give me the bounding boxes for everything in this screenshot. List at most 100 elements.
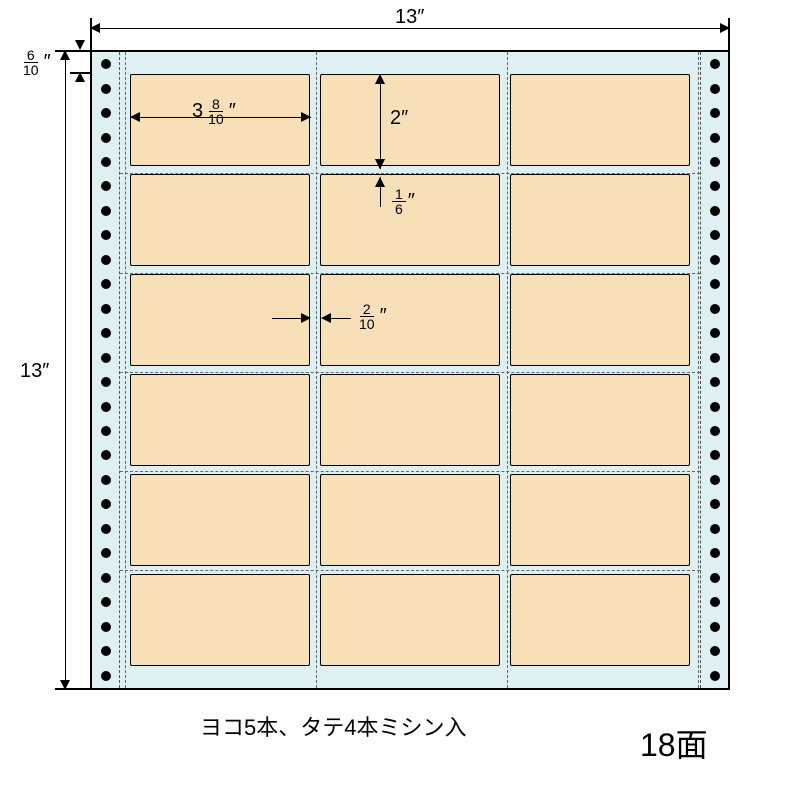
arrow-width-r bbox=[720, 23, 730, 33]
label-cell bbox=[510, 374, 690, 466]
perforation-hole bbox=[710, 573, 720, 583]
dim-label-width-ar bbox=[301, 112, 311, 122]
perforation-hole bbox=[710, 548, 720, 558]
perforation-hole bbox=[101, 524, 111, 534]
label-cell bbox=[510, 574, 690, 666]
label-cell bbox=[130, 174, 310, 266]
perforation-hole bbox=[710, 597, 720, 607]
perforation-hole bbox=[710, 304, 720, 314]
perforation-hole bbox=[101, 475, 111, 485]
label-cell bbox=[320, 474, 500, 566]
perforation-hole bbox=[710, 206, 720, 216]
perforation-hole bbox=[101, 499, 111, 509]
perforation-hole bbox=[710, 450, 720, 460]
perforation-hole bbox=[101, 157, 111, 167]
arrow-height-u bbox=[60, 50, 70, 60]
perforation-hole bbox=[101, 353, 111, 363]
perforation-hole bbox=[710, 671, 720, 681]
perforation-hole bbox=[710, 402, 720, 412]
perforation-hole bbox=[710, 84, 720, 94]
perforation-hole bbox=[101, 573, 111, 583]
perforation-hole bbox=[710, 108, 720, 118]
perforation-hole bbox=[710, 230, 720, 240]
label-cell bbox=[510, 174, 690, 266]
dim-label-width-text: 3810″ bbox=[192, 97, 236, 126]
perf-v bbox=[125, 52, 126, 688]
perforation-hole bbox=[101, 597, 111, 607]
perforation-hole bbox=[710, 426, 720, 436]
perforation-hole bbox=[101, 108, 111, 118]
dim-label-height-text: 2″ bbox=[390, 107, 408, 130]
perforation-hole bbox=[101, 402, 111, 412]
perforation-hole bbox=[101, 671, 111, 681]
perforation-hole bbox=[101, 206, 111, 216]
dim-height bbox=[65, 50, 66, 690]
perforation-strip-right bbox=[700, 52, 728, 688]
perforation-hole bbox=[710, 181, 720, 191]
label-sheet-diagram: 3810″ 2″ 16″ 210″ bbox=[90, 50, 730, 690]
label-cell bbox=[320, 74, 500, 166]
perforation-hole bbox=[101, 646, 111, 656]
dim-label-height bbox=[380, 74, 381, 169]
perforation-hole bbox=[101, 548, 111, 558]
rowgap-text: 16″ bbox=[390, 187, 415, 216]
dim-label-width-al bbox=[130, 112, 140, 122]
perforation-hole bbox=[710, 475, 720, 485]
perforation-hole bbox=[101, 450, 111, 460]
perforation-hole bbox=[710, 646, 720, 656]
perforation-hole bbox=[101, 377, 111, 387]
arrow-height-d bbox=[60, 680, 70, 690]
perforation-hole bbox=[101, 255, 111, 265]
label-cell bbox=[510, 474, 690, 566]
perforation-hole bbox=[710, 622, 720, 632]
colgap-text: 210″ bbox=[354, 302, 387, 331]
perforation-caption: ヨコ5本、タテ4本ミシン入 bbox=[200, 710, 466, 742]
rowgap-ad bbox=[375, 159, 385, 169]
perforation-hole bbox=[710, 353, 720, 363]
label-cell bbox=[130, 574, 310, 666]
perforation-hole bbox=[710, 255, 720, 265]
dim-height-text: 13″ bbox=[20, 360, 49, 383]
perforation-hole bbox=[101, 279, 111, 289]
perforation-hole bbox=[101, 622, 111, 632]
perforation-hole bbox=[710, 279, 720, 289]
ext-margintop-a bbox=[70, 50, 90, 52]
colgap-stem-l bbox=[272, 318, 302, 319]
label-cell bbox=[130, 474, 310, 566]
perforation-hole bbox=[710, 157, 720, 167]
perforation-hole bbox=[101, 59, 111, 69]
perforation-hole bbox=[710, 59, 720, 69]
perforation-hole bbox=[710, 499, 720, 509]
dim-label-height-au bbox=[375, 74, 385, 84]
perforation-hole bbox=[101, 426, 111, 436]
face-count: 18面 bbox=[640, 720, 708, 766]
colgap-ar bbox=[301, 313, 311, 323]
margintop-arrow-u bbox=[75, 72, 85, 82]
perforation-hole bbox=[101, 304, 111, 314]
dim-margintop-text: 610″ bbox=[18, 48, 51, 77]
perforation-hole bbox=[101, 230, 111, 240]
perforation-hole bbox=[710, 328, 720, 338]
label-cell bbox=[320, 574, 500, 666]
label-cell bbox=[130, 274, 310, 366]
label-cell bbox=[510, 74, 690, 166]
perforation-hole bbox=[710, 524, 720, 534]
colgap-al bbox=[321, 313, 331, 323]
colgap-stem-r bbox=[331, 318, 351, 319]
perforation-hole bbox=[101, 328, 111, 338]
perf-v bbox=[698, 52, 699, 688]
rowgap-stem bbox=[380, 177, 381, 207]
arrow-width-l bbox=[90, 23, 100, 33]
perforation-strip-left bbox=[92, 52, 120, 688]
perforation-hole bbox=[101, 133, 111, 143]
dim-width-text: 13″ bbox=[395, 6, 424, 29]
perforation-hole bbox=[710, 377, 720, 387]
label-cell bbox=[130, 374, 310, 466]
paper-outline: 3810″ 2″ 16″ 210″ bbox=[90, 50, 730, 690]
perforation-hole bbox=[710, 133, 720, 143]
margintop-arrow-d bbox=[75, 40, 85, 50]
label-cell bbox=[320, 374, 500, 466]
perforation-hole bbox=[101, 181, 111, 191]
label-cell bbox=[510, 274, 690, 366]
label-grid bbox=[130, 74, 690, 666]
